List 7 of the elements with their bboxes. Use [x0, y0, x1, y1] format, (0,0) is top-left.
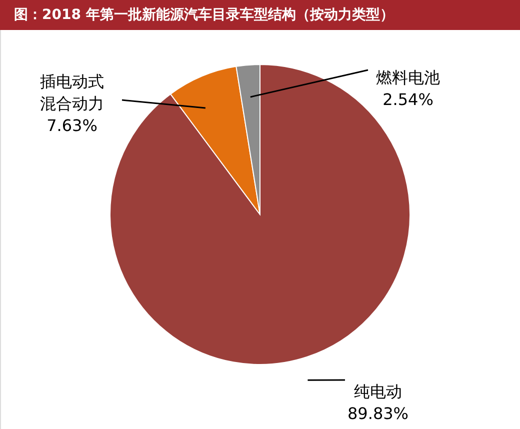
data-label: 89.83% [347, 404, 409, 423]
slice-label: 燃料电池 [376, 68, 440, 87]
chart-title: 图：2018 年第一批新能源汽车目录车型结构（按动力类型） [14, 6, 394, 23]
slice-label: 纯电动 [354, 382, 402, 401]
slice-label: 插电动式混合动力 [40, 72, 104, 113]
data-label: 7.63% [46, 116, 98, 135]
data-label: 2.54% [382, 90, 434, 109]
